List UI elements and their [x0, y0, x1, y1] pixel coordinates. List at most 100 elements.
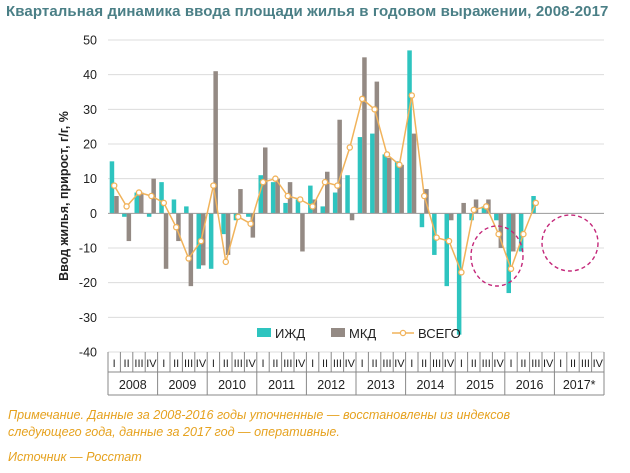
- bar-izhd: [159, 182, 164, 214]
- bar-izhd: [357, 137, 363, 214]
- point-total: [408, 92, 416, 99]
- bar-izhd: [370, 133, 375, 214]
- bar-mkd: [461, 202, 466, 214]
- bar-izhd: [332, 192, 338, 214]
- x-tick-quarter: IV: [543, 358, 554, 370]
- bar-izhd: [419, 213, 425, 228]
- point-total: [532, 199, 540, 207]
- bar-mkd: [213, 71, 218, 214]
- x-tick-quarter: I: [410, 358, 413, 370]
- bar-izhd: [469, 213, 474, 221]
- x-tick-quarter: IV: [593, 358, 604, 370]
- bar-mkd: [275, 178, 280, 214]
- point-total: [234, 213, 242, 221]
- y-tick-label: 50: [83, 34, 97, 48]
- point-total: [259, 178, 267, 186]
- point-total: [110, 182, 118, 189]
- x-tick-quarter: IV: [146, 358, 157, 370]
- point-total: [495, 230, 502, 238]
- bar-mkd: [362, 57, 367, 214]
- highlight-circle: [541, 214, 599, 272]
- point-total: [296, 196, 304, 203]
- bar-mkd: [139, 192, 144, 214]
- bar-izhd: [184, 206, 189, 214]
- point-total: [371, 106, 378, 113]
- point-total: [309, 203, 316, 210]
- bar-mkd: [411, 133, 417, 214]
- bar-izhd: [134, 192, 139, 214]
- bar-mkd: [349, 213, 355, 221]
- x-tick-quarter: I: [162, 358, 165, 370]
- x-tick-quarter: III: [283, 358, 292, 370]
- y-tick-label: 10: [83, 172, 97, 186]
- x-tick-quarter: III: [134, 358, 143, 370]
- point-total: [160, 199, 168, 207]
- x-tick-quarter: II: [223, 358, 229, 370]
- bar-mkd: [337, 119, 342, 214]
- y-tick-label: 20: [83, 138, 97, 152]
- point-total: [284, 192, 292, 200]
- bar-mkd: [238, 189, 243, 214]
- bar-izhd: [506, 213, 511, 294]
- x-tick-quarter: III: [482, 358, 491, 370]
- page-title: Квартальная динамика ввода площади жилья…: [6, 3, 609, 20]
- legend-swatch-mkd: [331, 328, 345, 337]
- bar-izhd: [481, 206, 487, 214]
- point-total: [210, 182, 217, 189]
- x-tick-quarter: IV: [345, 358, 356, 370]
- y-tick-label: -20: [79, 276, 97, 290]
- y-tick-label: -40: [79, 346, 97, 360]
- bar-izhd: [171, 199, 177, 214]
- legend-swatch-izhd: [257, 328, 271, 337]
- bar-izhd: [407, 50, 412, 214]
- point-total: [272, 175, 279, 182]
- point-total: [346, 144, 354, 151]
- bar-mkd: [114, 196, 119, 214]
- y-tick-label: -10: [79, 242, 97, 256]
- x-tick-quarter: I: [361, 358, 364, 370]
- bar-mkd: [225, 213, 231, 255]
- x-tick-year: 2009: [168, 378, 196, 392]
- bar-izhd: [221, 213, 226, 235]
- legend-marker-total: [399, 329, 407, 337]
- bar-izhd: [320, 206, 325, 214]
- point-total: [383, 151, 391, 158]
- y-tick-label: -30: [79, 311, 97, 325]
- x-tick-year: 2015: [466, 378, 494, 392]
- note-line-1: Примечание. Данные за 2008-2016 годы уто…: [8, 408, 511, 422]
- point-total: [470, 206, 478, 214]
- bar-izhd: [122, 213, 127, 217]
- x-tick-quarter: I: [460, 358, 463, 370]
- note-line-2: следующего года, данные за 2017 год — оп…: [8, 425, 340, 439]
- x-tick-year: 2017*: [563, 378, 596, 392]
- point-total: [458, 269, 465, 276]
- point-total: [135, 189, 143, 196]
- x-tick-year: 2012: [317, 378, 345, 392]
- point-total: [507, 265, 515, 273]
- highlight-circle: [470, 225, 524, 287]
- bar-izhd: [382, 154, 387, 214]
- x-tick-year: 2011: [268, 378, 295, 392]
- bar-mkd: [473, 199, 479, 214]
- point-total: [247, 220, 254, 227]
- bar-mkd: [374, 81, 380, 214]
- bar-mkd: [300, 213, 305, 252]
- point-total: [482, 203, 490, 210]
- x-tick-quarter: IV: [394, 358, 405, 370]
- point-total: [396, 161, 403, 169]
- bar-izhd: [345, 175, 350, 214]
- bar-mkd: [387, 157, 392, 214]
- bar-izhd: [394, 161, 400, 214]
- x-tick-quarter: III: [531, 358, 540, 370]
- x-tick-quarter: III: [432, 358, 441, 370]
- point-total: [520, 230, 527, 238]
- bar-izhd: [146, 213, 152, 217]
- x-tick-year: 2013: [367, 378, 395, 392]
- x-tick-year: 2010: [218, 378, 246, 392]
- x-tick-quarter: III: [581, 358, 590, 370]
- bar-mkd: [188, 213, 194, 287]
- x-tick-quarter: IV: [245, 358, 256, 370]
- y-axis-label: Ввод жилья, прирост, г/г, %: [57, 111, 71, 281]
- point-total: [148, 192, 155, 200]
